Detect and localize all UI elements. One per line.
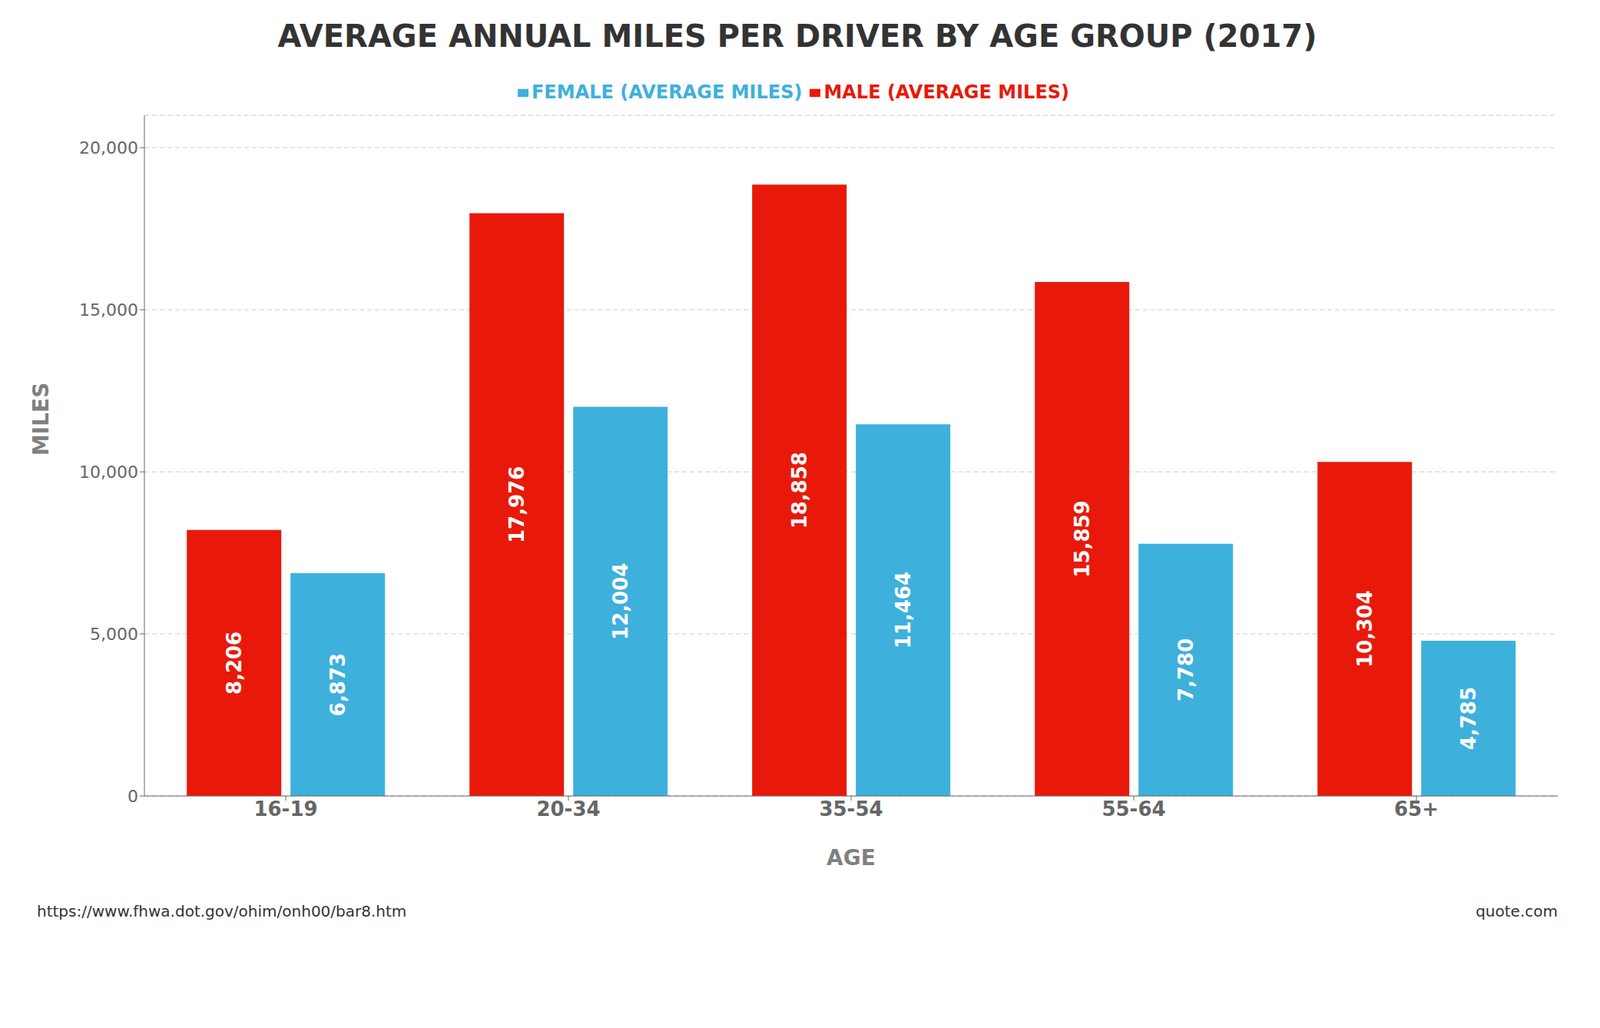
- svg-text:AGE: AGE: [826, 844, 876, 871]
- svg-text:7,780: 7,780: [1174, 638, 1198, 702]
- svg-text:17,976: 17,976: [505, 466, 529, 544]
- svg-text:20-34: 20-34: [536, 797, 600, 821]
- html-text:AVERAGE ANNUAL MILES PER DRIVE: AVERAGE ANNUAL MILES PER DRIVER BY AGE G…: [277, 18, 1317, 54]
- svg-text:11,464: 11,464: [891, 571, 915, 649]
- html-text:FEMALE (AVERAGE MILES): FEMALE (AVERAGE MILES): [531, 81, 803, 103]
- svg-text:16-19: 16-19: [253, 797, 318, 821]
- svg-text:20,000: 20,000: [79, 138, 139, 158]
- html-text:quote.com: quote.com: [1475, 901, 1558, 921]
- svg-text:4,785: 4,785: [1457, 686, 1481, 750]
- svg-text:35-54: 35-54: [818, 797, 883, 821]
- svg-text:55-64: 55-64: [1101, 797, 1166, 821]
- svg-text:65+: 65+: [1394, 797, 1439, 821]
- svg-text:12,004: 12,004: [609, 563, 633, 640]
- svg-text:10,000: 10,000: [79, 462, 139, 482]
- svg-text:6,873: 6,873: [326, 652, 350, 716]
- svg-text:10,304: 10,304: [1353, 589, 1377, 667]
- svg-text:MILES: MILES: [28, 382, 54, 456]
- svg-text:15,859: 15,859: [1070, 500, 1094, 577]
- html-text:MALE (AVERAGE MILES): MALE (AVERAGE MILES): [823, 81, 1070, 103]
- svg-text:0: 0: [127, 786, 139, 806]
- svg-text:15,000: 15,000: [79, 300, 139, 320]
- svg-text:8,206: 8,206: [222, 631, 246, 695]
- svg-text:5,000: 5,000: [89, 624, 139, 644]
- html-text:https://www.fhwa.dot.gov/ohim/: https://www.fhwa.dot.gov/ohim/onh00/bar8…: [36, 901, 407, 921]
- svg-text:18,858: 18,858: [788, 451, 812, 529]
